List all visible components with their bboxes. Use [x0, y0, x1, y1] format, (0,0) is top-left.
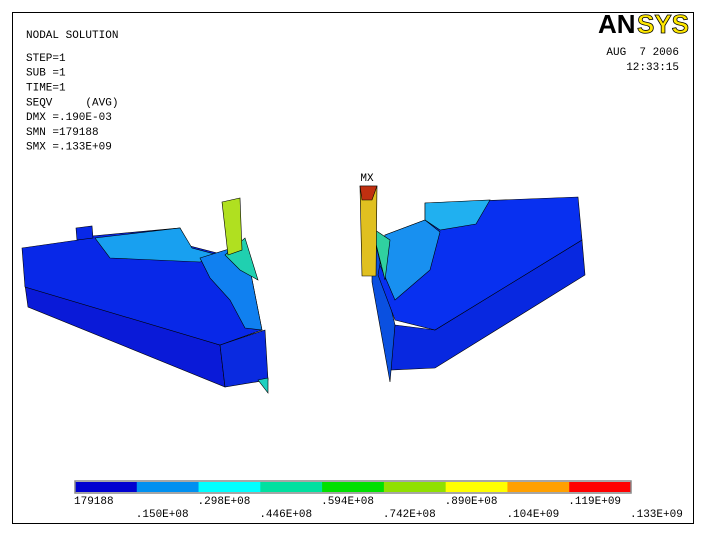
header-line: SMN =179188	[26, 127, 99, 139]
legend-band	[322, 482, 385, 492]
max-label: MX	[360, 173, 374, 185]
legend-band	[75, 482, 138, 492]
legend-band	[136, 482, 200, 492]
header-line: SMX =.133E+09	[26, 142, 112, 154]
legend-band	[445, 482, 508, 492]
header-line: TIME=1	[26, 83, 66, 95]
legend-label: .133E+09	[630, 509, 683, 521]
legend-label: .119E+09	[568, 496, 621, 508]
header-line: SEQV (AVG)	[26, 97, 118, 109]
legend-label: .594E+08	[321, 496, 374, 508]
model-right	[359, 185, 586, 383]
legend-band	[569, 482, 632, 492]
legend-label: .298E+08	[198, 496, 251, 508]
legend-label: .890E+08	[445, 496, 498, 508]
legend-label: 179188	[74, 496, 114, 508]
legend-label: .742E+08	[383, 509, 436, 521]
header-line: DMX =.190E-03	[26, 112, 112, 124]
legend-border	[74, 480, 632, 494]
logo-sys: SYS	[637, 9, 689, 39]
header-line: SUB =1	[26, 68, 66, 80]
date: AUG 7 2006	[606, 47, 679, 59]
header-lines: STEP=1 SUB =1 TIME=1 SEQV (AVG) DMX =.190E-0…	[26, 53, 118, 154]
legend-band	[507, 482, 570, 492]
plot-title: NODAL SOLUTION	[26, 30, 118, 42]
legend-label: .446E+08	[259, 509, 312, 521]
legend-band	[198, 482, 261, 492]
model-left	[21, 197, 269, 394]
legend-band	[260, 482, 323, 492]
legend-band	[383, 482, 447, 492]
legend: 179188 .150E+08 .298E+08 .446E+08 .594E+08 .7…	[74, 480, 683, 521]
legend-label: .104E+09	[506, 509, 559, 521]
time: 12:33:15	[626, 62, 679, 74]
header-line: STEP=1	[26, 53, 66, 65]
legend-label: .150E+08	[136, 509, 189, 521]
logo-an: AN	[598, 9, 636, 39]
